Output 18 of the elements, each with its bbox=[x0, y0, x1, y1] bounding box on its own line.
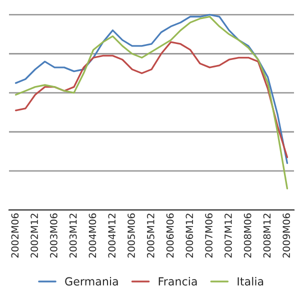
legend-label: Francia bbox=[158, 276, 197, 286]
x-tick-label: 2008M06 bbox=[244, 213, 252, 258]
x-tick-label: 2006M12 bbox=[186, 214, 194, 258]
x-tick-label: 2002M12 bbox=[30, 214, 38, 258]
x-tick-label: 2009M06 bbox=[282, 213, 290, 258]
x-tick-label: 2004M06 bbox=[88, 213, 96, 258]
x-tick-label: 2003M06 bbox=[50, 213, 58, 258]
legend-label: Italia bbox=[238, 276, 264, 286]
x-tick-label: 2005M12 bbox=[146, 214, 154, 258]
x-tick-label: 2002M06 bbox=[11, 213, 19, 258]
x-tick-label: 2003M12 bbox=[69, 214, 77, 258]
x-tick-label: 2006M06 bbox=[166, 213, 174, 258]
legend-label: Germania bbox=[65, 276, 118, 286]
x-tick-label: 2005M06 bbox=[128, 213, 135, 258]
x-tick-label: 2008M12 bbox=[263, 214, 271, 258]
x-tick-label: 2007M06 bbox=[205, 213, 212, 258]
x-tick-label: 2004M12 bbox=[108, 214, 116, 258]
x-tick-label: 2007M12 bbox=[224, 214, 232, 258]
